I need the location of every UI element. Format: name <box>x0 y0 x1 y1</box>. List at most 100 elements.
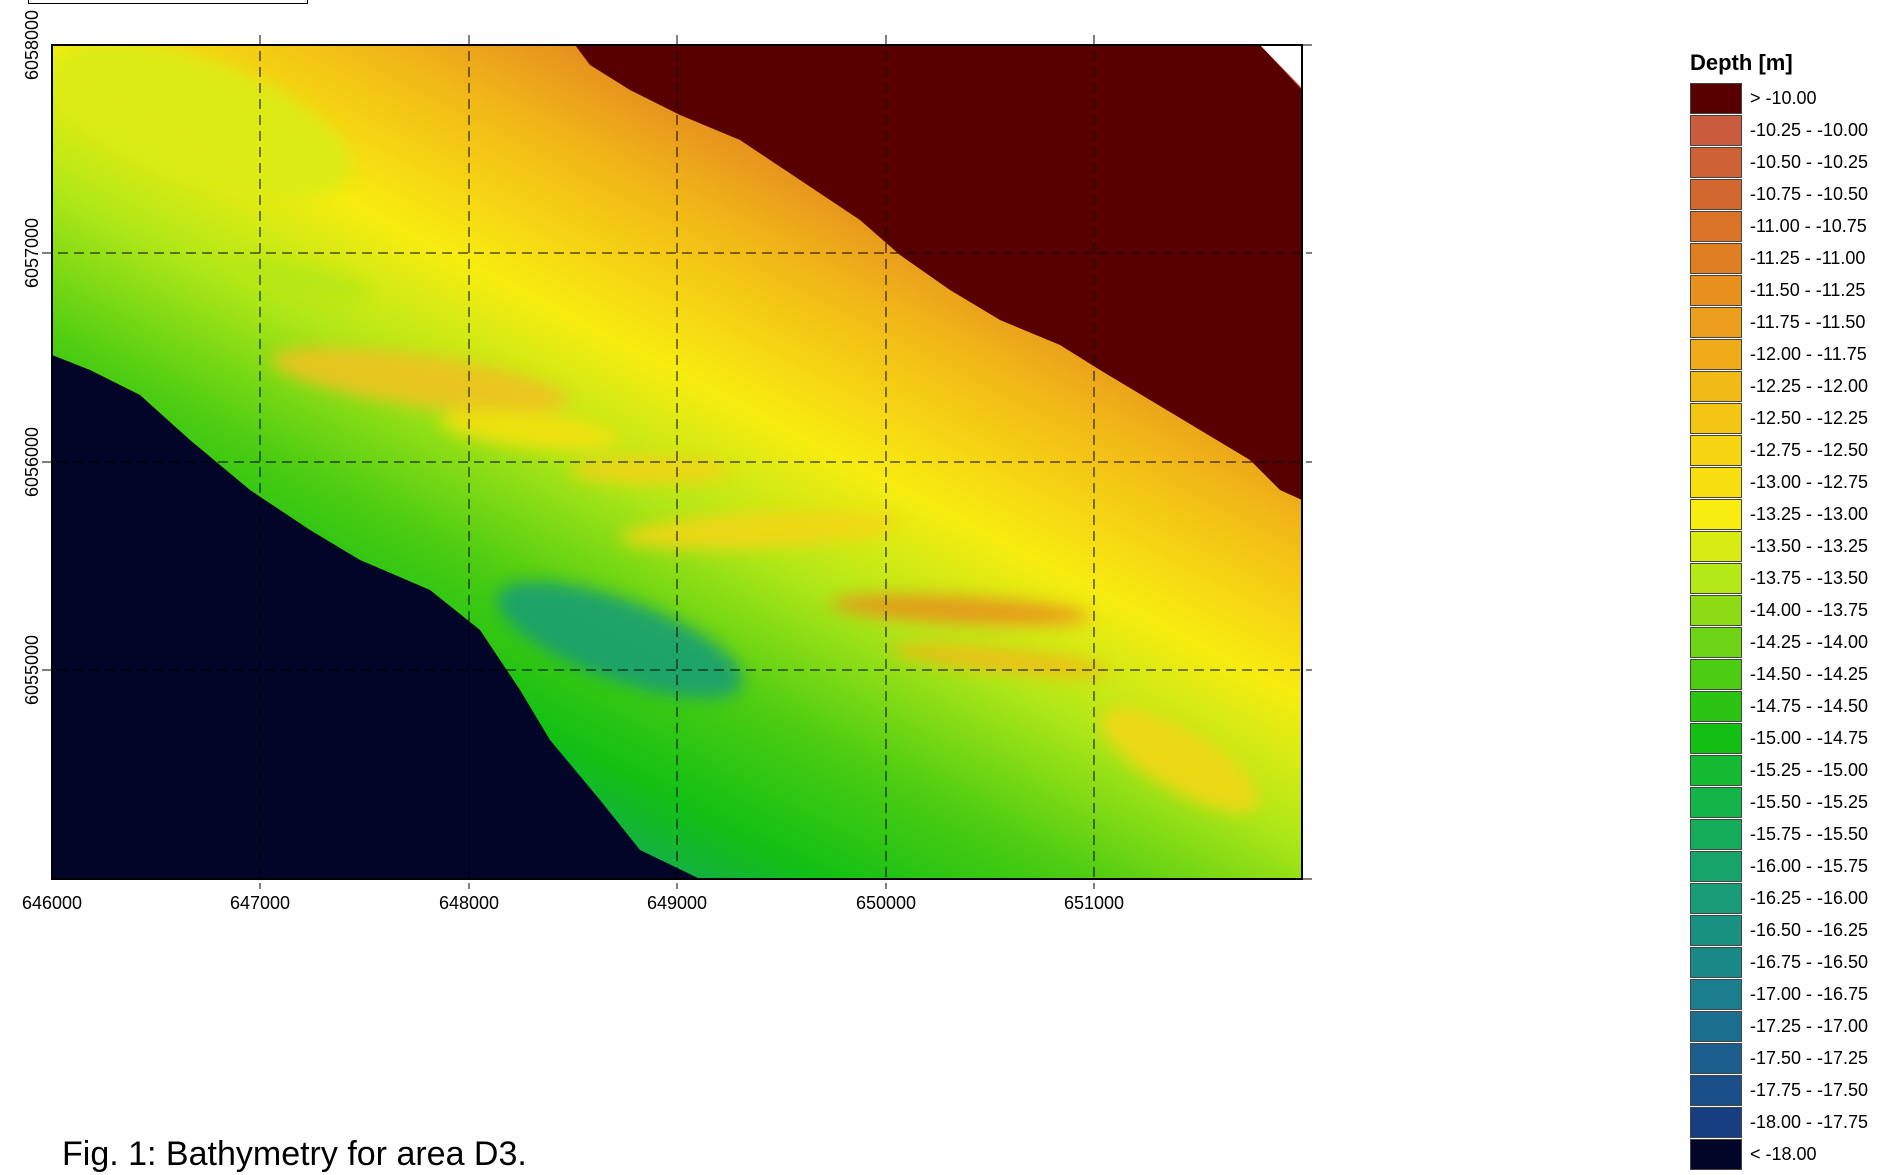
legend-label: -15.50 - -15.25 <box>1750 791 1869 812</box>
legend-swatch <box>1690 946 1742 978</box>
legend-item: -17.00 - -16.75 <box>1690 978 1890 1010</box>
legend-item: -11.00 - -10.75 <box>1690 210 1890 242</box>
x-tick-label: 647000 <box>230 893 290 913</box>
x-tick-label: 648000 <box>439 893 499 913</box>
legend-swatch <box>1690 1138 1742 1170</box>
legend-item: -16.75 - -16.50 <box>1690 946 1890 978</box>
legend-label: -17.75 - -17.50 <box>1750 1079 1869 1100</box>
legend-label: -12.50 - -12.25 <box>1750 407 1869 428</box>
legend-label: -17.50 - -17.25 <box>1750 1047 1869 1068</box>
grid-lines <box>42 35 1312 889</box>
depth-legend: Depth [m] > -10.00 -10.25 - -10.00 -10.50 … <box>1690 44 1890 1170</box>
legend-label: -14.75 - -14.50 <box>1750 695 1869 716</box>
legend-item: -13.50 - -13.25 <box>1690 530 1890 562</box>
legend-swatch <box>1690 114 1742 146</box>
legend-label: -11.50 - -11.25 <box>1750 279 1866 300</box>
legend-item: -13.25 - -13.00 <box>1690 498 1890 530</box>
legend-swatch <box>1690 242 1742 274</box>
legend-item: -11.50 - -11.25 <box>1690 274 1890 306</box>
legend-swatch <box>1690 1042 1742 1074</box>
legend-label: -17.25 - -17.00 <box>1750 1015 1869 1036</box>
legend-item: -10.75 - -10.50 <box>1690 178 1890 210</box>
legend-item: -12.25 - -12.00 <box>1690 370 1890 402</box>
legend-swatch <box>1690 562 1742 594</box>
legend-item: -16.50 - -16.25 <box>1690 914 1890 946</box>
legend-item: > -10.00 <box>1690 82 1890 114</box>
legend-swatch <box>1690 786 1742 818</box>
legend-label: -15.75 - -15.50 <box>1750 823 1869 844</box>
legend-label: -11.25 - -11.00 <box>1750 247 1866 268</box>
legend-label: -13.75 - -13.50 <box>1750 567 1869 588</box>
legend-item: -12.00 - -11.75 <box>1690 338 1890 370</box>
legend-label: -10.75 - -10.50 <box>1750 183 1869 204</box>
legend-swatch <box>1690 882 1742 914</box>
legend-label: -13.00 - -12.75 <box>1750 471 1869 492</box>
header-box <box>28 0 308 4</box>
y-tick-label: 6057000 <box>22 218 42 288</box>
legend-swatch <box>1690 210 1742 242</box>
x-tick-label: 650000 <box>856 893 916 913</box>
legend-label: -16.50 - -16.25 <box>1750 919 1869 940</box>
legend-item: -15.75 - -15.50 <box>1690 818 1890 850</box>
legend-swatch <box>1690 1106 1742 1138</box>
legend-item: -16.25 - -16.00 <box>1690 882 1890 914</box>
legend-label: -14.00 - -13.75 <box>1750 599 1869 620</box>
legend-title: Depth [m] <box>1690 50 1793 75</box>
legend-item: < -18.00 <box>1690 1138 1890 1170</box>
legend-label: -12.75 - -12.50 <box>1750 439 1869 460</box>
legend-swatch <box>1690 754 1742 786</box>
legend-item: -17.25 - -17.00 <box>1690 1010 1890 1042</box>
legend-swatch <box>1690 722 1742 754</box>
legend-swatch <box>1690 274 1742 306</box>
legend-swatch <box>1690 530 1742 562</box>
map-raster <box>52 45 1302 879</box>
legend-swatch <box>1690 402 1742 434</box>
legend-item: -15.25 - -15.00 <box>1690 754 1890 786</box>
legend-label: -12.00 - -11.75 <box>1750 343 1867 364</box>
legend-label: -11.00 - -10.75 <box>1750 215 1867 236</box>
legend-item: -17.50 - -17.25 <box>1690 1042 1890 1074</box>
legend-label: > -10.00 <box>1750 87 1817 108</box>
legend-label: -10.25 - -10.00 <box>1750 119 1869 140</box>
legend-item: -13.75 - -13.50 <box>1690 562 1890 594</box>
legend-item: -15.00 - -14.75 <box>1690 722 1890 754</box>
legend-swatch <box>1690 690 1742 722</box>
y-axis: 6058000 6057000 6056000 6055000 <box>22 10 42 705</box>
legend-swatch <box>1690 434 1742 466</box>
legend-swatch <box>1690 658 1742 690</box>
legend-label: -13.50 - -13.25 <box>1750 535 1869 556</box>
legend-item: -15.50 - -15.25 <box>1690 786 1890 818</box>
legend-item: -17.75 - -17.50 <box>1690 1074 1890 1106</box>
legend-item: -14.75 - -14.50 <box>1690 690 1890 722</box>
legend-swatch <box>1690 498 1742 530</box>
legend-label: -15.00 - -14.75 <box>1750 727 1869 748</box>
legend-label: -18.00 - -17.75 <box>1750 1111 1869 1132</box>
legend-label: -14.50 - -14.25 <box>1750 663 1869 684</box>
y-tick-label: 6055000 <box>22 635 42 705</box>
legend-swatch <box>1690 818 1742 850</box>
figure-caption: Fig. 1: Bathymetry for area D3. <box>62 1135 527 1173</box>
map-frame <box>51 44 1303 880</box>
x-tick-label: 649000 <box>647 893 707 913</box>
legend-swatch <box>1690 594 1742 626</box>
legend-item: -12.50 - -12.25 <box>1690 402 1890 434</box>
legend-item: -13.00 - -12.75 <box>1690 466 1890 498</box>
legend-item: -10.25 - -10.00 <box>1690 114 1890 146</box>
legend-swatch <box>1690 466 1742 498</box>
legend-item: -11.75 - -11.50 <box>1690 306 1890 338</box>
legend-item: -14.50 - -14.25 <box>1690 658 1890 690</box>
legend-label: -16.00 - -15.75 <box>1750 855 1869 876</box>
y-tick-label: 6056000 <box>22 427 42 497</box>
legend-label: -12.25 - -12.00 <box>1750 375 1869 396</box>
legend-item: -12.75 - -12.50 <box>1690 434 1890 466</box>
x-tick-label: 646000 <box>22 893 82 913</box>
legend-item: -11.25 - -11.00 <box>1690 242 1890 274</box>
legend-label: < -18.00 <box>1750 1143 1817 1164</box>
legend-swatch <box>1690 338 1742 370</box>
legend-item: -10.50 - -10.25 <box>1690 146 1890 178</box>
legend-swatch <box>1690 146 1742 178</box>
legend-swatch <box>1690 178 1742 210</box>
legend-item: -16.00 - -15.75 <box>1690 850 1890 882</box>
legend-label: -16.25 - -16.00 <box>1750 887 1869 908</box>
